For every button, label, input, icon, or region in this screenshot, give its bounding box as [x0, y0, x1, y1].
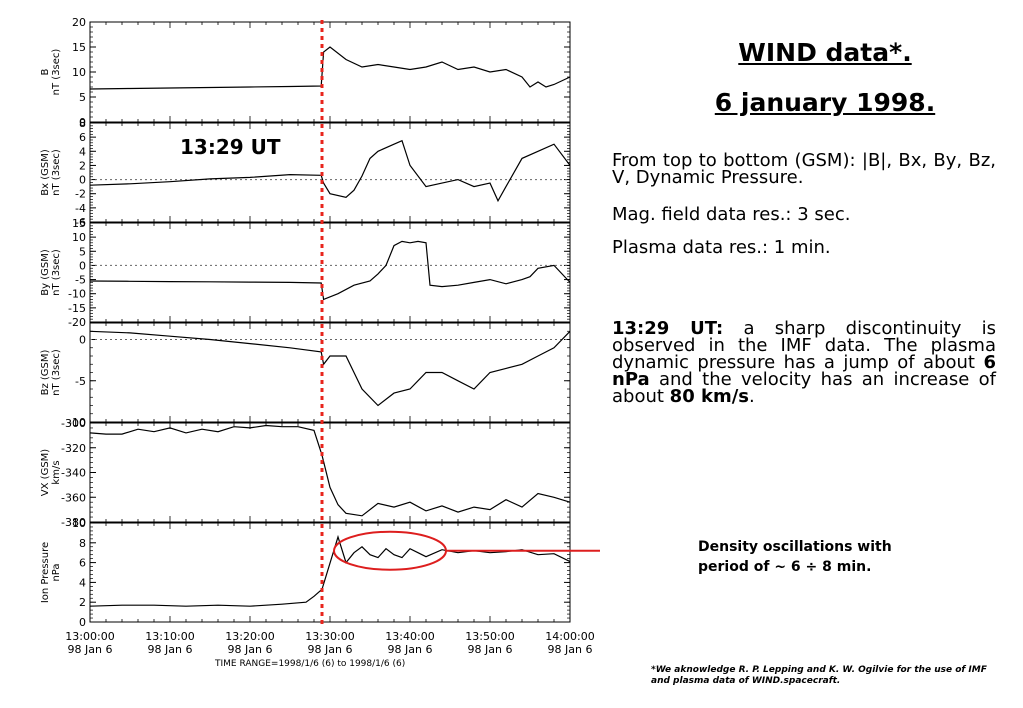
y-tick-label: -15 — [68, 302, 86, 315]
y-tick-label: -5 — [75, 375, 86, 388]
y-tick-label: -10 — [68, 288, 86, 301]
x-tick-date: 98 Jan 6 — [68, 643, 113, 656]
discontinuity-description: 13:29 UT: a sharp discontinuity is obser… — [612, 318, 996, 407]
event-time-label: 13:29 UT — [180, 135, 281, 159]
y-tick-label: 0 — [79, 174, 86, 187]
x-tick-date: 98 Jan 6 — [148, 643, 193, 656]
y-tick-label: 15 — [72, 217, 86, 230]
y-tick-label: -20 — [68, 316, 86, 329]
panel-frame — [89, 322, 571, 423]
y-tick-label: 4 — [79, 145, 86, 158]
y-tick-label: 10 — [72, 66, 86, 79]
x-tick-date: 98 Jan 6 — [308, 643, 353, 656]
y-axis-label: nT (3sec) — [51, 249, 62, 296]
title-line-2: 6 january 1998. — [714, 88, 936, 117]
x-tick-label: 13:40:00 — [385, 630, 434, 643]
y-tick-label: 0 — [79, 116, 86, 129]
discontinuity-end: . — [749, 386, 755, 407]
discontinuity-text-a: a sharp discontinuity is observed in the… — [612, 318, 996, 373]
y-tick-label: -4 — [75, 202, 86, 215]
description-plasma-resolution: Plasma data res.: 1 min. — [612, 237, 831, 258]
y-axis-label: VX (GSM) — [40, 449, 51, 496]
y-tick-label: 10 — [72, 231, 86, 244]
description-mag-resolution: Mag. field data res.: 3 sec. — [612, 204, 851, 225]
title-line-1: WIND data*. — [738, 38, 912, 67]
time-range-label: TIME RANGE=1998/1/6 (6) to 1998/1/6 (6) — [215, 659, 406, 669]
y-axis-label: Ion Pressure — [40, 542, 51, 603]
y-tick-label: -6 — [75, 216, 86, 229]
discontinuity-label: 13:29 UT: — [612, 318, 724, 339]
y-tick-label: -2 — [75, 188, 86, 201]
x-tick-label: 13:30:00 — [305, 630, 354, 643]
series-line — [89, 139, 571, 203]
y-tick-label: 8 — [79, 117, 86, 130]
y-tick-label: 6 — [79, 557, 86, 570]
y-axis-label: nPa — [51, 563, 62, 581]
density-highlight-ellipse — [333, 530, 447, 571]
y-tick-label: -5 — [75, 274, 86, 287]
x-tick-label: 14:00:00 — [545, 630, 594, 643]
series-line — [89, 534, 571, 607]
y-tick-label: 5 — [79, 245, 86, 258]
panel-frame — [89, 522, 571, 623]
y-tick-label: 15 — [72, 41, 86, 54]
y-tick-label: 10 — [72, 517, 86, 530]
y-axis-label: km/s — [51, 460, 62, 484]
x-tick-label: 13:00:00 — [65, 630, 114, 643]
y-tick-label: 0 — [79, 259, 86, 272]
series-line — [89, 46, 571, 90]
series-line — [89, 240, 571, 301]
x-tick-date: 98 Jan 6 — [228, 643, 273, 656]
y-tick-label: 6 — [79, 131, 86, 144]
panel-frame — [89, 21, 571, 123]
x-tick-label: 13:20:00 — [225, 630, 274, 643]
y-tick-label: 0 — [79, 334, 86, 347]
y-tick-label: 2 — [79, 159, 86, 172]
y-tick-label: 8 — [79, 537, 86, 550]
y-tick-label: 0 — [79, 616, 86, 629]
panel-frame — [89, 122, 571, 223]
y-tick-label: 2 — [79, 596, 86, 609]
y-tick-label: -380 — [61, 516, 86, 529]
y-tick-label: 5 — [79, 91, 86, 104]
x-tick-label: 13:10:00 — [145, 630, 194, 643]
y-tick-label: 20 — [72, 16, 86, 29]
x-tick-date: 98 Jan 6 — [468, 643, 513, 656]
y-tick-label: -300 — [61, 417, 86, 430]
pressure-jump-value: 6 nPa — [612, 352, 996, 390]
x-tick-date: 98 Jan 6 — [548, 643, 593, 656]
y-tick-label: -360 — [61, 491, 86, 504]
velocity-increase-value: 80 km/s — [669, 386, 750, 407]
density-annotation: Density oscillations with period of ~ 6 … — [698, 539, 892, 575]
panel-frame — [89, 422, 571, 523]
y-axis-label: By (GSM) — [40, 249, 51, 296]
y-tick-label: -340 — [61, 467, 86, 480]
series-line — [89, 424, 571, 517]
panel-frame — [89, 222, 571, 323]
x-tick-label: 13:50:00 — [465, 630, 514, 643]
y-tick-label: -320 — [61, 442, 86, 455]
x-tick-date: 98 Jan 6 — [388, 643, 433, 656]
series-line — [89, 330, 571, 407]
y-axis-label: Bz (GSM) — [40, 350, 51, 396]
y-axis-label: nT (3sec) — [51, 349, 62, 396]
y-axis-label: Bx (GSM) — [40, 149, 51, 196]
y-axis-label: nT (3sec) — [51, 49, 62, 96]
y-tick-label: 4 — [79, 576, 86, 589]
y-axis-label: B — [40, 68, 51, 75]
y-tick-label: -10 — [68, 416, 86, 429]
description-order: From top to bottom (GSM): |B|, Bx, By, B… — [612, 150, 996, 188]
discontinuity-text-b: and the velocity has an increase of abou… — [612, 369, 996, 407]
footnote: *We aknowledge R. P. Lepping and K. W. O… — [651, 665, 987, 686]
y-axis-label: nT (3sec) — [51, 149, 62, 196]
